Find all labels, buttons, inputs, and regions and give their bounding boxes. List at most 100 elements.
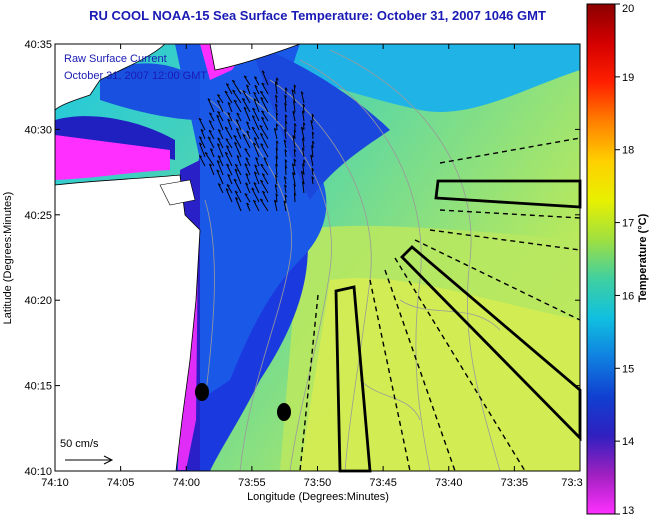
current-vector-head	[284, 149, 288, 153]
current-vector-head	[254, 76, 258, 79]
current-vector	[224, 90, 233, 104]
current-vector-head	[276, 140, 279, 144]
current-vector	[225, 145, 233, 158]
current-vector-head	[232, 89, 236, 93]
current-vector	[209, 163, 215, 176]
current-vector-head	[244, 148, 248, 151]
current-vector-head	[292, 172, 295, 175]
current-vector-head	[227, 118, 231, 122]
current-vector	[275, 112, 278, 122]
current-vector-head	[301, 170, 304, 174]
current-vector-head	[251, 187, 255, 191]
current-vector-head	[224, 151, 229, 155]
current-vector	[246, 130, 251, 140]
current-vector-head	[311, 176, 315, 180]
current-vector	[251, 187, 260, 203]
current-vector-head	[243, 106, 247, 110]
current-vector	[217, 155, 224, 167]
current-vector	[275, 103, 278, 113]
y-tick-label: 40:35	[24, 39, 52, 51]
current-vector	[227, 118, 233, 131]
colorbar	[586, 3, 616, 515]
current-vector	[232, 89, 242, 104]
current-vector-head	[285, 87, 288, 91]
current-vector	[198, 118, 206, 131]
scale-label: 50 cm/s	[60, 438, 99, 450]
current-vector	[262, 190, 269, 203]
current-vector	[254, 85, 260, 95]
current-vector-head	[234, 168, 238, 172]
current-vector	[275, 174, 278, 185]
current-vector-head	[251, 126, 255, 130]
current-vector	[260, 179, 269, 194]
current-vector	[245, 182, 251, 194]
current-vector-head	[300, 91, 304, 95]
sst-field	[55, 44, 580, 471]
current-vector-head	[293, 148, 297, 152]
current-vector-head	[217, 143, 221, 146]
current-vector	[245, 157, 251, 167]
current-vector	[233, 99, 242, 113]
y-axis-label: Latitude (Degrees:Minutes)	[2, 192, 14, 325]
current-vector	[234, 142, 242, 158]
colorbar-tick-label: 15	[622, 363, 634, 375]
current-vector	[253, 182, 260, 194]
current-vector	[204, 152, 215, 167]
current-vector	[259, 198, 269, 212]
current-vector-head	[260, 179, 264, 183]
current-vector-head	[216, 160, 220, 163]
current-vector	[253, 171, 260, 185]
colorbar-tick-label: 18	[622, 145, 634, 157]
current-vector-head	[303, 159, 306, 163]
current-vector-head	[274, 127, 277, 131]
current-vector-head	[260, 133, 264, 136]
current-vector-head	[235, 119, 239, 122]
legend-line-1: Raw Surface Current	[64, 53, 167, 65]
current-vector-head	[252, 107, 256, 111]
current-vector	[284, 94, 287, 104]
current-vector-head	[261, 82, 265, 85]
current-vector	[263, 157, 269, 167]
current-vector-head	[302, 103, 306, 107]
current-vector	[208, 120, 215, 131]
current-vector	[216, 114, 224, 131]
current-vector	[284, 102, 287, 113]
y-tick-label: 40:25	[24, 210, 52, 222]
current-vector	[302, 103, 305, 113]
y-tick-label: 40:10	[24, 466, 52, 478]
current-vector	[301, 171, 305, 185]
current-vector	[283, 176, 287, 185]
current-vector	[243, 75, 251, 86]
current-vector-head	[217, 183, 221, 186]
x-tick-label: 73:55	[238, 477, 266, 489]
current-vector-head	[199, 142, 203, 146]
current-vector	[310, 154, 314, 167]
current-vector-head	[254, 171, 257, 175]
current-vector-head	[293, 100, 296, 104]
current-vector	[226, 184, 233, 194]
current-vector-head	[284, 129, 287, 133]
current-vector-head	[243, 75, 248, 78]
current-vector	[302, 147, 305, 158]
current-vector	[261, 117, 269, 131]
colorbar-tick-label: 17	[622, 218, 634, 230]
current-vector	[275, 163, 278, 176]
colorbar-tick-label: 16	[622, 290, 634, 302]
current-vector-head	[245, 173, 249, 176]
current-vector-head	[226, 145, 230, 148]
y-tick-label: 40:15	[24, 381, 52, 393]
current-vector-head	[246, 130, 250, 134]
current-vector-head	[284, 159, 288, 163]
current-vector	[251, 115, 260, 131]
current-vector	[293, 192, 296, 203]
current-vector	[242, 90, 251, 104]
current-vector-head	[245, 157, 249, 160]
current-vector	[210, 148, 215, 158]
colorbar-tick-label: 19	[622, 72, 634, 84]
current-vector-head	[284, 102, 288, 106]
current-vector-head	[242, 90, 246, 93]
current-vector	[259, 91, 269, 104]
current-vector	[198, 142, 206, 158]
colorbar-tick-label: 13	[622, 505, 634, 517]
x-tick-label: 74:00	[172, 477, 200, 489]
